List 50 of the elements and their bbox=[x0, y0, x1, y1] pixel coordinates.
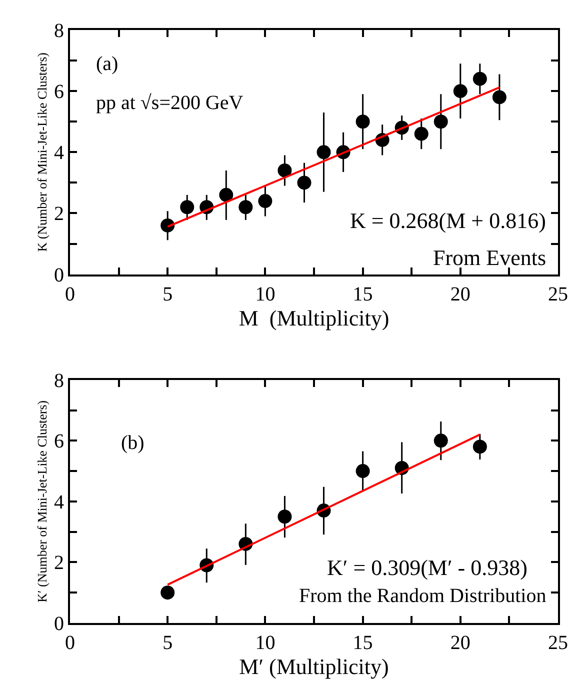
y-tick-label: 2 bbox=[54, 203, 64, 226]
x-tick-label: 10 bbox=[255, 283, 276, 306]
point bbox=[492, 90, 506, 104]
x-tick-label: 25 bbox=[548, 632, 568, 654]
annotation: K′ = 0.309(M′ - 0.938) bbox=[327, 555, 528, 580]
x-tick-label: 10 bbox=[255, 632, 276, 654]
point bbox=[160, 218, 175, 232]
point bbox=[472, 440, 487, 454]
point bbox=[356, 464, 370, 478]
point bbox=[414, 126, 428, 141]
x-tick-label: 25 bbox=[548, 283, 568, 306]
point bbox=[434, 114, 448, 129]
x-tick-label: 20 bbox=[450, 283, 470, 306]
point bbox=[238, 200, 253, 214]
y-tick-label: 0 bbox=[54, 264, 64, 286]
y-tick-label: 6 bbox=[54, 81, 64, 104]
x-tick-label: 5 bbox=[162, 283, 173, 306]
x-tick-label: 15 bbox=[352, 283, 373, 306]
point bbox=[297, 176, 312, 190]
point bbox=[160, 586, 175, 600]
point bbox=[278, 163, 292, 178]
annotation: From the Random Distribution bbox=[299, 585, 546, 607]
point bbox=[316, 145, 331, 160]
y-tick-label: 8 bbox=[54, 370, 64, 392]
y-tick-label: 4 bbox=[54, 491, 64, 514]
point bbox=[434, 434, 448, 448]
x-axis-title: M′ (Multiplicity) bbox=[239, 654, 389, 679]
annotation: pp at √s=200 GeV bbox=[96, 92, 244, 114]
x-tick-label: 15 bbox=[352, 632, 373, 654]
y-tick-label: 0 bbox=[54, 613, 64, 635]
y-tick-label: 2 bbox=[54, 552, 64, 574]
annotation: (a) bbox=[96, 53, 118, 75]
point bbox=[180, 200, 194, 214]
point bbox=[453, 84, 468, 98]
y-axis-title: K (Number of Mini-Jet-Like Clusters) bbox=[34, 52, 50, 252]
x-tick-label: 20 bbox=[450, 632, 470, 654]
point bbox=[278, 510, 292, 524]
x-tick-label: 5 bbox=[162, 632, 173, 654]
annotation: From Events bbox=[433, 245, 546, 270]
y-tick-label: 6 bbox=[54, 430, 64, 453]
point bbox=[356, 114, 370, 129]
annotation: K = 0.268(M + 0.816) bbox=[350, 208, 546, 233]
point bbox=[258, 194, 272, 208]
point bbox=[219, 188, 234, 202]
y-tick-label: 4 bbox=[54, 142, 64, 164]
x-axis-title: M (Multiplicity) bbox=[238, 305, 390, 330]
y-axis-title: K′ (Number of Mini-Jet-Like Clusters) bbox=[34, 400, 50, 603]
annotation: (b) bbox=[121, 432, 144, 454]
point bbox=[472, 72, 487, 86]
y-tick-label: 8 bbox=[54, 20, 64, 42]
